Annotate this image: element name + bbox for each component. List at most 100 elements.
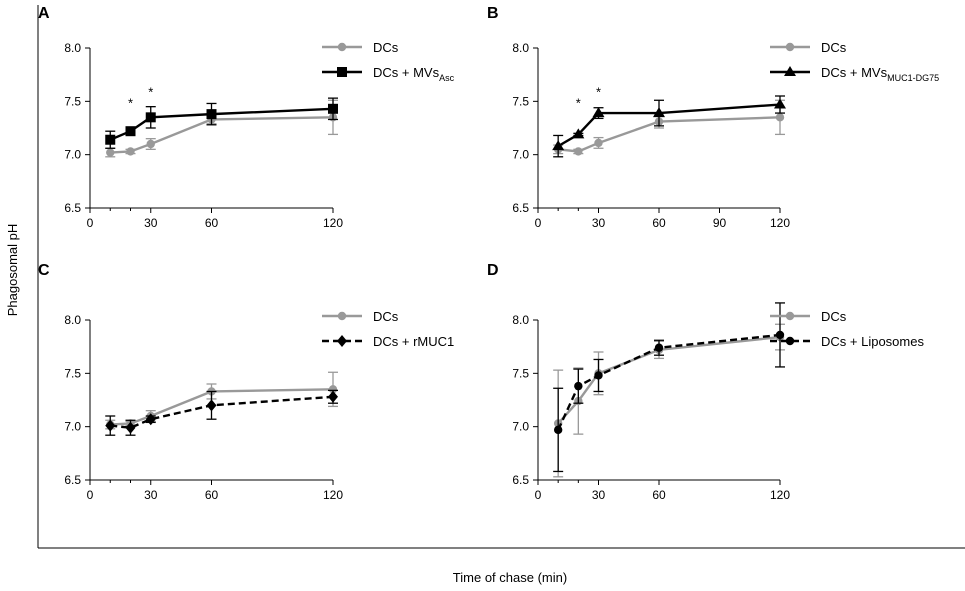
series-line — [110, 388, 334, 426]
data-point — [574, 147, 583, 156]
y-tick-label: 7.0 — [64, 148, 81, 162]
x-tick-label: 120 — [323, 488, 343, 502]
x-tick-label: 0 — [87, 216, 94, 230]
legend-marker — [785, 42, 795, 52]
figure-ylabel: Phagosomal pH — [5, 224, 20, 317]
y-tick-label: 6.5 — [512, 473, 529, 487]
legend-label: DCs + rMUC1 — [373, 334, 454, 349]
data-point — [552, 140, 565, 151]
panel-c: C 6.5 7.0 7.5 8.0 0 30 60 120 DCs DCs + rMUC1 — [38, 262, 454, 502]
x-tick-label: 30 — [592, 488, 606, 502]
legend-label: DCs — [821, 40, 847, 55]
y-tick-label: 7.5 — [64, 94, 81, 108]
panel-a: A 6.5 7.0 7.5 8.0 0 30 60 120 * * DCs DCs + MVsAsc — [38, 5, 455, 230]
data-point — [146, 139, 155, 149]
data-point — [553, 425, 563, 435]
significance-marker: * — [576, 95, 581, 110]
x-tick-label: 120 — [770, 216, 790, 230]
panel-d: D 6.5 7.0 7.5 8.0 0 30 60 120 DCs DCs + Liposomes — [487, 262, 924, 502]
significance-marker: * — [128, 95, 133, 110]
series-line — [558, 116, 781, 153]
x-tick-label: 30 — [592, 216, 606, 230]
x-tick-label: 90 — [713, 216, 727, 230]
series-2 — [105, 389, 338, 436]
legend-marker — [785, 336, 795, 346]
data-point — [125, 126, 136, 137]
y-tick-label: 7.0 — [512, 420, 529, 434]
data-point — [328, 385, 338, 394]
series-1 — [105, 99, 338, 158]
x-tick-label: 60 — [652, 488, 666, 502]
series-1 — [553, 99, 785, 156]
legend-marker — [337, 311, 347, 321]
legend: DCs DCs + MVsAsc — [322, 40, 455, 83]
figure-xlabel: Time of chase (min) — [453, 570, 567, 585]
x-tick-label: 0 — [535, 488, 542, 502]
legend-marker — [337, 335, 347, 347]
series-1 — [105, 371, 338, 430]
data-point — [592, 107, 605, 118]
significance-marker: * — [596, 85, 601, 100]
legend-marker — [785, 311, 795, 321]
x-tick-label: 60 — [205, 216, 219, 230]
x-tick-label: 0 — [535, 216, 542, 230]
data-point — [654, 343, 664, 352]
x-tick-label: 120 — [323, 216, 343, 230]
y-tick-label: 6.5 — [64, 473, 81, 487]
data-point — [574, 381, 583, 391]
data-point — [653, 107, 665, 118]
data-point — [145, 413, 156, 426]
series-2 — [105, 97, 338, 149]
panel-label: B — [487, 5, 499, 22]
data-point — [328, 103, 338, 114]
legend-marker — [337, 67, 347, 77]
legend: DCs DCs + MVsMUC1-DG75 — [770, 40, 939, 83]
y-tick-label: 7.5 — [64, 366, 81, 380]
series-line — [109, 107, 334, 141]
data-point — [206, 399, 217, 412]
y-tick-label: 7.5 — [512, 366, 529, 380]
legend-label: DCs — [373, 40, 399, 55]
data-point — [126, 147, 135, 156]
data-point — [328, 390, 338, 403]
data-point — [105, 419, 116, 432]
legend-label: DCs + MVsAsc — [373, 65, 455, 83]
y-tick-label: 8.0 — [512, 41, 529, 55]
data-point — [594, 138, 603, 148]
series-line — [110, 395, 334, 429]
legend-label: DCs + Liposomes — [821, 334, 924, 349]
data-point — [594, 371, 603, 380]
y-tick-label: 6.5 — [64, 201, 81, 215]
panel-label: D — [487, 262, 499, 279]
panel-b: B 6.5 7.0 7.5 8.0 0 30 60 90 120 * * DCs DCs + MVsMUC… — [487, 5, 939, 230]
legend-label: DCs — [821, 309, 847, 324]
data-point — [775, 113, 785, 122]
y-tick-label: 8.0 — [512, 313, 529, 327]
y-tick-label: 8.0 — [64, 41, 81, 55]
series-line — [557, 103, 781, 148]
y-tick-label: 8.0 — [64, 313, 81, 327]
series-line — [557, 335, 781, 425]
data-point — [145, 112, 156, 123]
legend-marker — [784, 66, 796, 76]
panel-label: C — [38, 262, 50, 279]
x-tick-label: 60 — [652, 216, 666, 230]
series-2 — [552, 95, 786, 158]
data-point — [572, 128, 585, 139]
y-tick-label: 7.0 — [64, 420, 81, 434]
x-tick-label: 30 — [144, 216, 158, 230]
y-tick-label: 7.0 — [512, 148, 529, 162]
data-point — [105, 134, 116, 145]
data-point — [125, 421, 136, 434]
series-2 — [553, 302, 785, 473]
data-point — [206, 109, 217, 120]
y-tick-label: 7.5 — [512, 94, 529, 108]
x-tick-label: 30 — [144, 488, 158, 502]
legend-label: DCs — [373, 309, 399, 324]
y-tick-label: 6.5 — [512, 201, 529, 215]
data-point — [106, 148, 115, 157]
panel-label: A — [38, 5, 50, 22]
panels: A 6.5 7.0 7.5 8.0 0 30 60 120 * * DCs DCs + MVsAsc B 6… — [38, 5, 939, 502]
x-tick-label: 120 — [770, 488, 790, 502]
